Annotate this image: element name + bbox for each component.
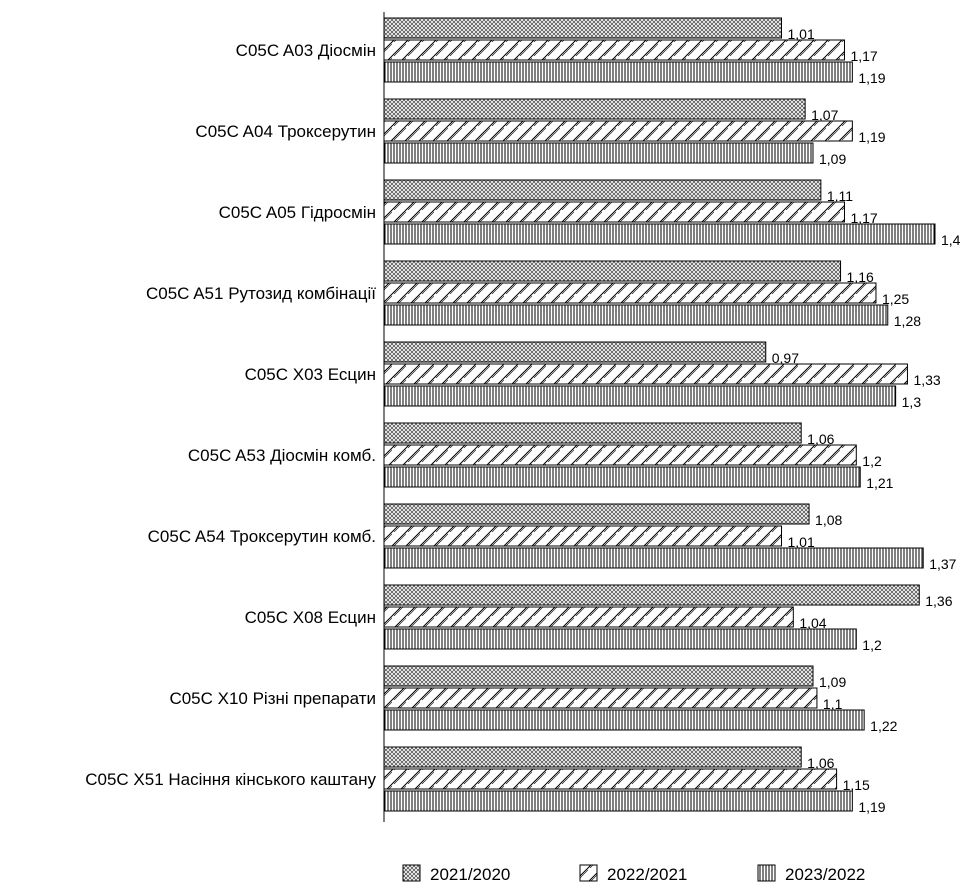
legend-swatch xyxy=(757,864,776,882)
bar-3-8 xyxy=(383,628,857,650)
data-label: 1,3 xyxy=(902,394,922,410)
category-labels: C05C A03 Діосмін C05C A04 Троксерутин C05C… xyxy=(85,41,376,789)
category-label: C05C A05 Гідросмін xyxy=(219,203,376,222)
bar-3-7 xyxy=(383,547,924,569)
bar-2-8 xyxy=(383,606,794,628)
bar-1-8 xyxy=(383,584,920,606)
legend-label: 2023/2022 xyxy=(785,865,865,884)
bar-2-3 xyxy=(383,201,845,223)
bar-1-10 xyxy=(383,746,802,768)
bar-1-7 xyxy=(383,503,810,525)
bar-2-4 xyxy=(383,282,877,304)
bar-3-2 xyxy=(383,142,814,164)
legend-label: 2021/2020 xyxy=(430,865,510,884)
category-label: C05C X10 Різні препарати xyxy=(169,689,376,708)
data-label: 1,11 xyxy=(827,188,853,204)
legend-swatch xyxy=(579,864,598,882)
legend-label: 2022/2021 xyxy=(607,865,687,884)
data-label: 1,21 xyxy=(866,475,893,491)
bar-2-5 xyxy=(383,363,908,385)
data-label: 1,06 xyxy=(807,431,834,447)
bar-2-10 xyxy=(383,768,838,790)
category-label: C05C A54 Троксерутин комб. xyxy=(148,527,376,546)
legend-swatch xyxy=(402,864,421,882)
data-label: 1,36 xyxy=(925,593,952,609)
data-label: 1,06 xyxy=(807,755,834,771)
bar-1-2 xyxy=(383,98,806,120)
data-label: 1,15 xyxy=(843,777,870,793)
bar-1-1 xyxy=(383,17,783,39)
data-label: 1,19 xyxy=(858,70,885,86)
bar-2-1 xyxy=(383,39,845,61)
category-label: C05C X03 Есцин xyxy=(245,365,376,384)
data-label: 1,22 xyxy=(870,718,897,734)
data-label: 1,2 xyxy=(862,637,882,653)
bar-1-3 xyxy=(383,179,822,201)
data-label: 1,33 xyxy=(913,372,940,388)
data-label: 1,01 xyxy=(788,534,815,550)
category-label: C05C A04 Троксерутин xyxy=(195,122,376,141)
bar-3-1 xyxy=(383,61,853,83)
bar-1-5 xyxy=(383,341,767,363)
bar-2-6 xyxy=(383,444,857,466)
data-label: 0,97 xyxy=(772,350,799,366)
data-label: 1,25 xyxy=(882,291,909,307)
category-label: C05C A51 Рутозид комбінації xyxy=(146,284,376,303)
bar-3-10 xyxy=(383,790,853,812)
bar-3-6 xyxy=(383,466,861,488)
bar-1-6 xyxy=(383,422,802,444)
bar-1-4 xyxy=(383,260,842,282)
data-label: 1,19 xyxy=(858,129,885,145)
data-label: 1,07 xyxy=(811,107,838,123)
data-label: 1,09 xyxy=(819,674,846,690)
category-label: C05C A53 Діосмін комб. xyxy=(188,446,376,465)
bar-2-9 xyxy=(383,687,818,709)
bar-3-9 xyxy=(383,709,865,731)
bars-group: 1,01 1,17 1,19 1,07 1,19 1,09 1,11 1,17 1,4 1,16 1… xyxy=(383,17,961,815)
data-label: 1,2 xyxy=(862,453,882,469)
bar-3-4 xyxy=(383,304,889,326)
bar-3-5 xyxy=(383,385,897,407)
bar-1-9 xyxy=(383,665,814,687)
data-label: 1,4 xyxy=(941,232,961,248)
data-label: 1,09 xyxy=(819,151,846,167)
data-label: 1,17 xyxy=(850,48,877,64)
data-label: 1,19 xyxy=(858,799,885,815)
bar-2-2 xyxy=(383,120,853,142)
category-label: C05C X08 Есцин xyxy=(245,608,376,627)
data-label: 1,28 xyxy=(894,313,921,329)
data-label: 1,08 xyxy=(815,512,842,528)
category-label: C05C X51 Насіння кінського каштану xyxy=(85,770,376,789)
bar-2-7 xyxy=(383,525,783,547)
category-label: C05C A03 Діосмін xyxy=(236,41,376,60)
data-label: 1,37 xyxy=(929,556,956,572)
data-label: 1,04 xyxy=(799,615,826,631)
data-label: 1,01 xyxy=(788,26,815,42)
legend: 2021/2020 2022/2021 2023/2022 xyxy=(402,864,865,884)
data-label: 1,17 xyxy=(850,210,877,226)
data-label: 1,1 xyxy=(823,696,843,712)
bar-3-3 xyxy=(383,223,936,245)
data-label: 1,16 xyxy=(847,269,874,285)
